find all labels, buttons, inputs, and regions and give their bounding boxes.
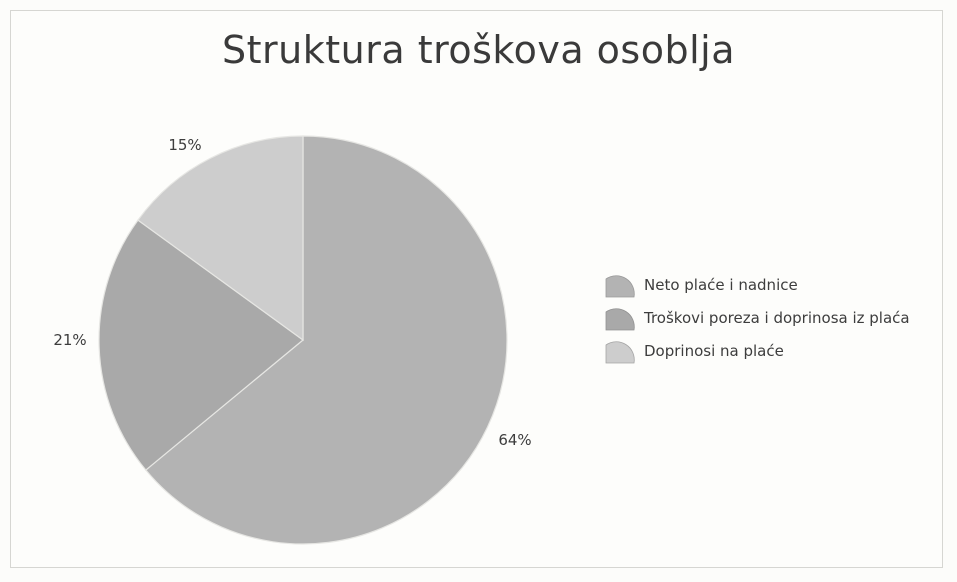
legend-label: Doprinosi na plaće — [644, 342, 784, 360]
legend-swatch-shape — [605, 308, 635, 331]
legend-swatch-icon — [605, 275, 635, 298]
legend-item-porezi: Troškovi poreza i doprinosa iz plaća — [604, 308, 944, 332]
legend-swatch-shape — [605, 275, 635, 298]
legend-swatch-shape — [605, 341, 635, 364]
slice-value-label: 21% — [53, 331, 86, 349]
slice-value-label: 64% — [498, 431, 531, 449]
chart-title: Struktura troškova osoblja — [221, 28, 735, 72]
legend-item-doprinosi: Doprinosi na plaće — [604, 341, 944, 365]
legend-item-neto: Neto plaće i nadnice — [604, 275, 944, 299]
legend-swatch-icon — [605, 341, 635, 364]
legend-label: Troškovi poreza i doprinosa iz plaća — [644, 309, 910, 327]
legend-label: Neto plaće i nadnice — [644, 276, 798, 294]
pie-slice — [137, 135, 304, 342]
slice-value-label: 15% — [168, 136, 201, 154]
legend-swatch-icon — [605, 308, 635, 331]
pie-slice — [98, 219, 304, 471]
pie-slice — [144, 135, 508, 545]
chart-legend: Neto plaće i nadnice Troškovi poreza i d… — [604, 275, 944, 374]
